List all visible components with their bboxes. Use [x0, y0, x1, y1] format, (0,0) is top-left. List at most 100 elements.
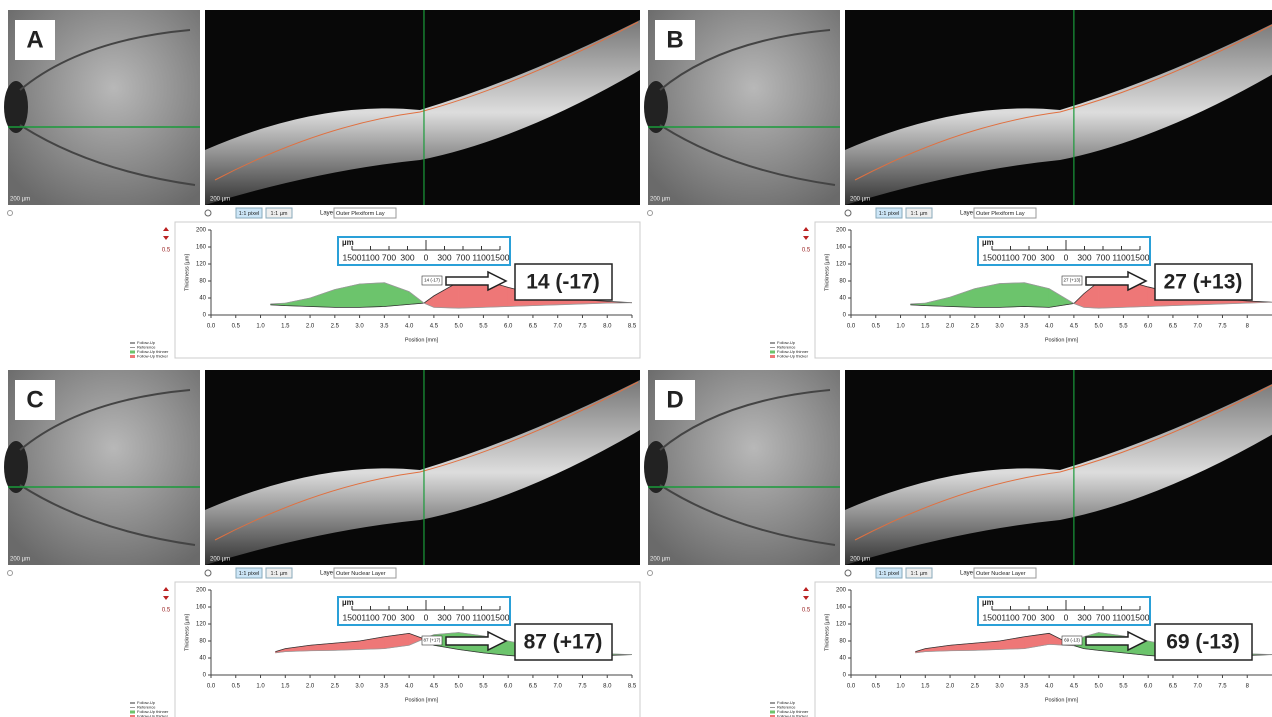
button-label: 1:1 µm	[271, 571, 288, 577]
y-tick-label: 80	[839, 279, 846, 285]
toolbar-icon	[845, 210, 851, 216]
x-tick-label: 4.5	[430, 324, 439, 330]
optic-disc	[4, 441, 28, 493]
x-tick-label: 7.0	[554, 684, 563, 690]
side-arrows	[803, 227, 809, 240]
difference-fill	[1024, 283, 1049, 308]
ruler-label: 1100	[472, 612, 491, 622]
callout: 69 (-13)	[1166, 631, 1240, 654]
x-tick-label: 6.5	[529, 684, 538, 690]
oct-scale-label: 200 µm	[850, 197, 870, 203]
x-tick-label: 4.0	[405, 684, 414, 690]
layer-value: Outer Nuclear Layer	[336, 571, 386, 577]
figure: A200 µm200 µm1:1 pixel1:1 µmLayerOuter P…	[0, 0, 1272, 717]
x-tick-label: 0.0	[847, 684, 856, 690]
x-tick-label: 7.0	[554, 324, 563, 330]
layer-label: Layer	[320, 571, 335, 577]
button-label: 1:1 µm	[911, 571, 928, 577]
x-tick-label: 1.5	[281, 684, 290, 690]
y-tick-label: 160	[836, 245, 847, 251]
x-tick-label: 5.0	[454, 684, 463, 690]
scale-label: 200 µm	[650, 197, 670, 203]
difference-fill	[975, 284, 1000, 308]
scale-label: 200 µm	[10, 557, 30, 563]
x-tick-label: 0.5	[232, 684, 241, 690]
x-tick-label: 4.0	[405, 324, 414, 330]
difference-fill	[1049, 289, 1074, 308]
ruler-unit: µm	[342, 598, 354, 607]
ruler-unit: µm	[982, 238, 994, 247]
x-tick-label: 7.5	[578, 324, 587, 330]
ruler-label: 700	[382, 612, 396, 622]
optic-disc	[644, 81, 668, 133]
callout: 27 (+13)	[1164, 271, 1243, 294]
ruler-label: 700	[382, 252, 396, 262]
ruler-label: 1100	[1112, 252, 1131, 262]
x-tick-label: 4.5	[1070, 684, 1079, 690]
layer-label: Layer	[960, 211, 975, 217]
x-tick-label: 8	[1246, 324, 1250, 330]
y-tick-label: 160	[196, 245, 207, 251]
x-tick-label: 8	[1246, 684, 1250, 690]
panel: D200 µm200 µm1:1 pixel1:1 µmLayerOuter N…	[644, 370, 1272, 717]
side-arrows	[163, 227, 169, 240]
x-tick-label: 4.0	[1045, 684, 1054, 690]
x-axis-label: Position [mm]	[405, 337, 439, 343]
x-tick-label: 6.5	[529, 324, 538, 330]
button-label: 1:1 pixel	[239, 211, 260, 217]
toolbar-dot	[8, 571, 13, 576]
x-tick-label: 1.0	[256, 324, 265, 330]
legend-label: Follow-Up thicker	[137, 714, 169, 717]
ruler-label: 300	[437, 252, 451, 262]
x-tick-label: 2.5	[971, 684, 980, 690]
ruler-unit: µm	[342, 238, 354, 247]
callout-small: 27 (+13)	[1064, 278, 1081, 283]
ruler-label: 700	[1096, 252, 1110, 262]
button-label: 1:1 µm	[271, 211, 288, 217]
y-tick-label: 200	[196, 228, 207, 234]
x-tick-label: 6.0	[1144, 324, 1153, 330]
x-tick-label: 1.5	[921, 324, 930, 330]
optic-disc	[4, 81, 28, 133]
y-tick-label: 0	[843, 673, 847, 679]
y-axis-label: Thickness [µm]	[184, 253, 190, 291]
difference-fill	[950, 289, 975, 308]
button-label: 1:1 pixel	[239, 571, 260, 577]
x-tick-label: 6.5	[1169, 324, 1178, 330]
x-tick-label: 1.0	[256, 684, 265, 690]
x-tick-label: 0.5	[232, 324, 241, 330]
y-axis-label: Thickness [µm]	[184, 613, 190, 651]
difference-fill	[384, 283, 409, 307]
x-tick-label: 0.5	[872, 684, 881, 690]
y-tick-label: 160	[196, 605, 207, 611]
side-arrows	[163, 587, 169, 600]
x-tick-label: 2.0	[306, 684, 315, 690]
panel: B200 µm200 µm1:1 pixel1:1 µmLayerOuter P…	[644, 10, 1272, 359]
ruler-label: 1100	[1001, 252, 1020, 262]
ruler-unit: µm	[982, 598, 994, 607]
difference-fill	[434, 282, 459, 308]
x-tick-label: 1.5	[281, 324, 290, 330]
y-tick-label: 0	[203, 313, 207, 319]
x-tick-label: 5.5	[479, 324, 488, 330]
layer-value: Outer Nuclear Layer	[976, 571, 1026, 577]
ruler-label: 300	[400, 612, 414, 622]
x-tick-label: 5.5	[1119, 684, 1128, 690]
scale-label: 200 µm	[10, 197, 30, 203]
ruler-label: 1500	[1131, 252, 1150, 262]
toolbar-icon	[205, 570, 211, 576]
x-tick-label: 6.0	[1144, 684, 1153, 690]
x-tick-label: 3.0	[995, 324, 1004, 330]
ruler-label: 1100	[361, 252, 380, 262]
x-tick-label: 4.5	[1070, 324, 1079, 330]
ruler-label: 300	[437, 612, 451, 622]
layer-label: Layer	[320, 211, 335, 217]
oct-scale-label: 200 µm	[850, 557, 870, 563]
x-tick-label: 3.5	[1020, 324, 1029, 330]
x-tick-label: 4.5	[430, 684, 439, 690]
x-tick-label: 7.0	[1194, 324, 1203, 330]
x-tick-label: 0.5	[872, 324, 881, 330]
x-tick-label: 5.0	[1094, 324, 1103, 330]
ruler-label: 300	[1040, 612, 1054, 622]
toolbar-dot	[648, 211, 653, 216]
